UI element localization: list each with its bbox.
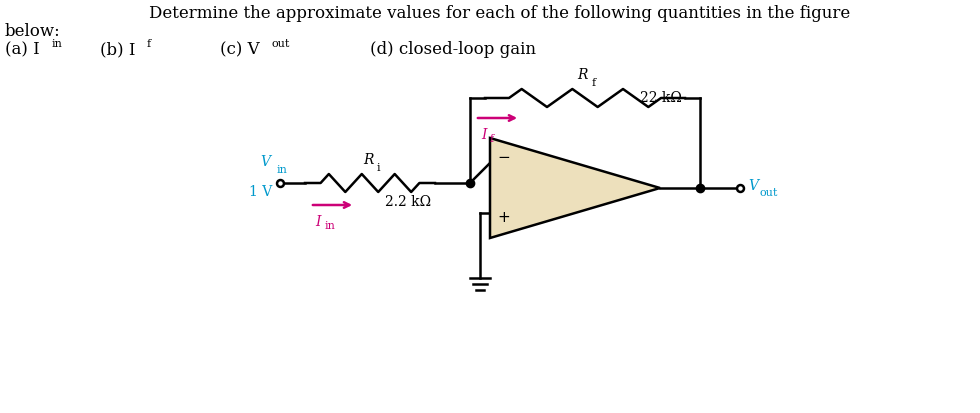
- Text: (d) closed-loop gain: (d) closed-loop gain: [370, 41, 536, 58]
- Text: in: in: [325, 221, 336, 231]
- Text: in: in: [52, 39, 63, 49]
- Text: f: f: [147, 39, 151, 49]
- Text: −: −: [498, 150, 511, 166]
- Text: out: out: [759, 188, 777, 198]
- Text: in: in: [277, 165, 288, 175]
- Text: I: I: [315, 215, 320, 229]
- Text: i: i: [377, 163, 380, 173]
- Polygon shape: [490, 138, 660, 238]
- Text: (a) I: (a) I: [5, 41, 40, 58]
- Text: Determine the approximate values for each of the following quantities in the fig: Determine the approximate values for eac…: [149, 5, 851, 22]
- Text: R: R: [363, 153, 373, 167]
- Text: +: +: [498, 211, 511, 225]
- Text: below:: below:: [5, 23, 61, 40]
- Text: R: R: [577, 68, 587, 82]
- Text: (c) V: (c) V: [220, 41, 260, 58]
- Text: out: out: [271, 39, 289, 49]
- Text: V: V: [748, 179, 758, 193]
- Text: (b) I: (b) I: [100, 41, 135, 58]
- Text: f: f: [490, 134, 494, 144]
- Text: 1 V: 1 V: [249, 185, 272, 199]
- Text: V: V: [260, 155, 270, 169]
- Text: I: I: [481, 128, 486, 142]
- Text: 22 kΩ: 22 kΩ: [640, 91, 682, 105]
- Text: 2.2 kΩ: 2.2 kΩ: [385, 195, 431, 209]
- Text: f: f: [592, 78, 596, 88]
